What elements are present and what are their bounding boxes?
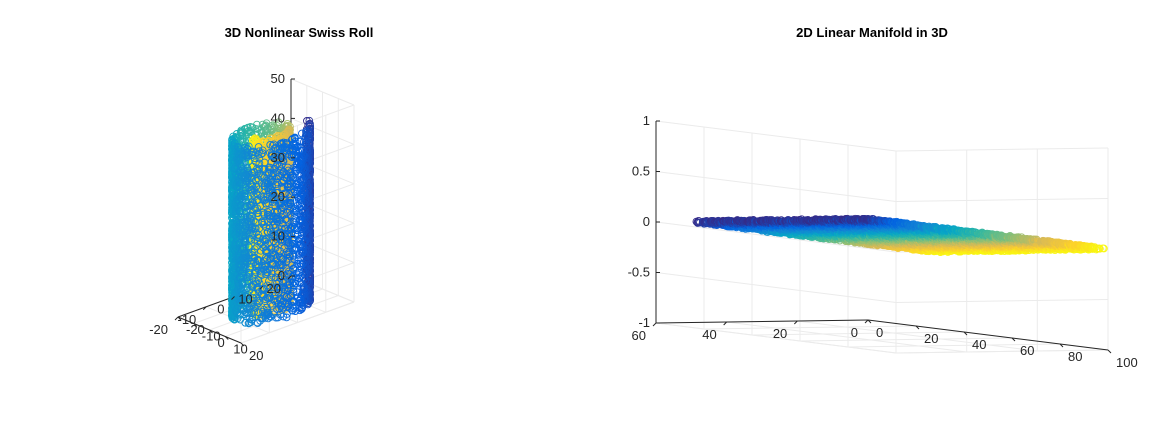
swiss-roll-title: 3D Nonlinear Swiss Roll <box>225 25 374 40</box>
swiss-roll-plot: 3D Nonlinear Swiss Roll -20-100 10 20-20-1… <box>149 25 373 363</box>
roll-point <box>268 124 277 132</box>
roll-point <box>305 116 314 125</box>
roll-point <box>258 120 267 129</box>
roll-points <box>228 116 315 328</box>
roll-point <box>274 118 283 127</box>
